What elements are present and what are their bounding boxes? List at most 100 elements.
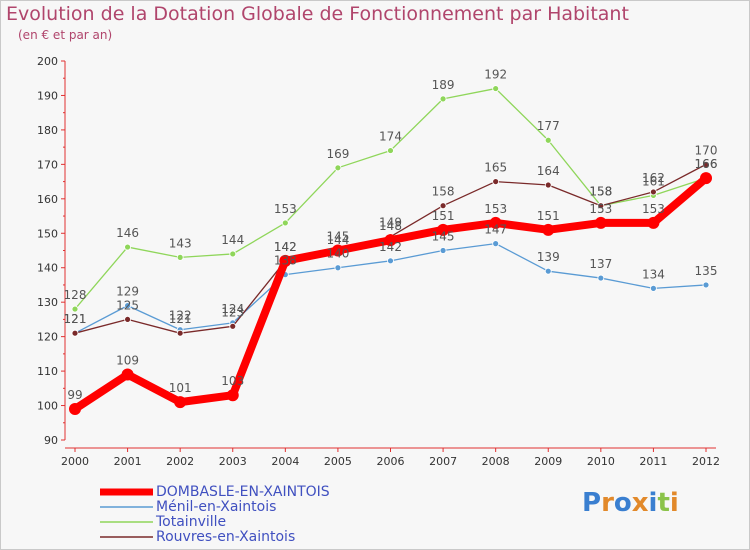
data-label: 145 [432, 230, 455, 244]
y-tick-label: 190 [37, 89, 58, 102]
y-tick-label: 170 [37, 158, 58, 171]
y-tick-label: 120 [37, 331, 58, 344]
data-point [226, 389, 239, 402]
data-point [650, 284, 657, 292]
logo-letter: i [648, 488, 658, 518]
data-point [176, 253, 184, 261]
data-point [334, 164, 342, 172]
x-tick-label: 2001 [114, 455, 142, 468]
x-tick-label: 2007 [429, 455, 457, 468]
data-label: 142 [379, 240, 402, 254]
data-point [124, 243, 131, 251]
logo-letter: x [631, 488, 649, 518]
data-point [121, 368, 134, 381]
data-label: 146 [116, 226, 139, 240]
legend-item: Totainville [100, 513, 330, 530]
data-point [124, 302, 131, 310]
data-label: 170 [695, 143, 718, 157]
data-point [702, 281, 710, 289]
data-point [279, 254, 292, 267]
x-tick-label: 2002 [166, 455, 194, 468]
data-point [71, 329, 79, 337]
legend-item: Rouvres-en-Xaintois [100, 529, 330, 545]
chart-title: Evolution de la Dotation Globale de Fonc… [6, 3, 629, 25]
data-label: 151 [432, 209, 455, 223]
legend-item: DOMBASLE-EN-XAINTOIS [100, 483, 330, 500]
data-point [281, 219, 289, 227]
legend-label: Ménil-en-Xaintois [156, 498, 277, 515]
data-point [384, 234, 397, 247]
y-tick-label: 150 [37, 227, 58, 240]
data-point [439, 202, 447, 210]
data-label: 134 [642, 267, 665, 281]
legend-swatch [100, 488, 153, 496]
x-tick-label: 2003 [219, 455, 247, 468]
data-point [71, 305, 79, 313]
data-label: 153 [484, 202, 507, 216]
data-label: 121 [169, 312, 192, 326]
data-point [489, 216, 502, 229]
y-tick-label: 130 [37, 296, 58, 309]
y-tick-label: 160 [37, 193, 58, 206]
legend-swatch [100, 521, 153, 523]
data-label: 129 [116, 285, 139, 299]
proxiti-logo: Proxiti [582, 488, 679, 518]
data-label: 121 [64, 312, 87, 326]
x-tick-label: 2000 [61, 455, 89, 468]
data-point [69, 402, 81, 415]
data-point [437, 223, 450, 236]
y-tick-label: 200 [37, 55, 58, 68]
y-tick-label: 90 [44, 434, 58, 447]
data-point [439, 247, 447, 254]
data-point [492, 178, 500, 185]
data-label: 137 [589, 257, 612, 271]
legend-label: DOMBASLE-EN-XAINTOIS [156, 483, 330, 500]
data-label: 153 [589, 202, 612, 216]
data-label: 192 [484, 68, 507, 82]
data-label: 189 [432, 78, 455, 92]
legend-label: Totainville [156, 513, 227, 530]
x-tick-label: 2009 [534, 455, 562, 468]
data-label: 165 [484, 161, 507, 175]
data-label: 153 [642, 202, 665, 216]
data-label: 174 [379, 130, 402, 144]
logo-letter: i [669, 488, 679, 518]
data-label: 144 [326, 233, 349, 247]
data-point [331, 244, 344, 257]
data-label: 144 [221, 233, 244, 247]
data-label: 123 [221, 305, 244, 319]
data-point [700, 172, 712, 185]
data-point [439, 95, 447, 103]
data-label: 142 [274, 240, 297, 254]
data-label: 153 [274, 202, 297, 216]
data-point [492, 85, 500, 92]
data-label: 147 [484, 223, 507, 237]
data-label: 109 [116, 354, 139, 368]
data-label: 140 [326, 247, 349, 261]
logo-letter: o [613, 488, 632, 518]
y-tick-label: 140 [37, 262, 58, 275]
x-tick-label: 2005 [324, 455, 352, 468]
data-label: 138 [274, 254, 297, 268]
x-tick-label: 2006 [377, 455, 405, 468]
data-label: 151 [537, 209, 560, 223]
data-label: 169 [326, 147, 349, 161]
data-label: 149 [379, 216, 402, 230]
legend-swatch [100, 506, 153, 508]
data-label: 158 [589, 185, 612, 199]
data-label: 158 [432, 185, 455, 199]
logo-letter: P [582, 488, 602, 518]
legend-item: Ménil-en-Xaintois [100, 498, 330, 515]
data-point [124, 316, 131, 323]
data-label: 139 [537, 250, 560, 264]
data-label: 161 [642, 174, 665, 188]
data-point [174, 396, 187, 409]
data-label: 162 [642, 171, 665, 185]
x-tick-label: 2008 [482, 455, 510, 468]
legend-swatch [100, 536, 153, 538]
data-point [544, 181, 552, 189]
data-label: 121 [64, 312, 87, 326]
data-point [647, 216, 660, 229]
